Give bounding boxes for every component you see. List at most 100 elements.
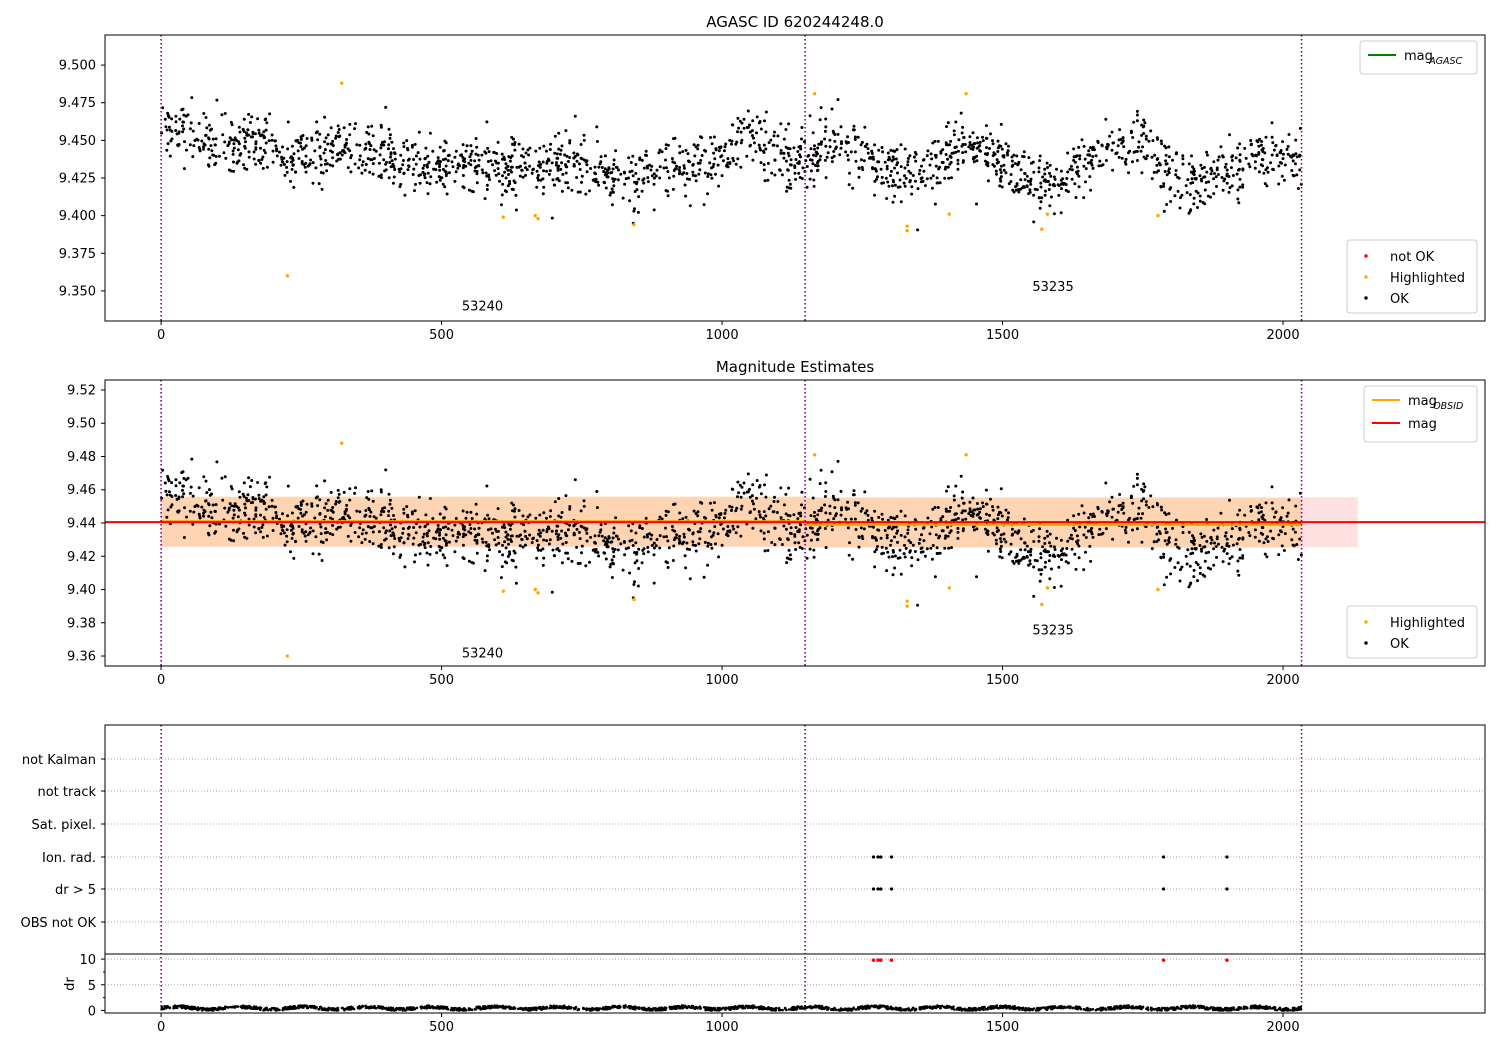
ok-point: [875, 177, 878, 181]
ok-point: [971, 131, 975, 135]
ok-point: [1188, 193, 1192, 197]
ok-point: [593, 534, 597, 538]
ok-point: [893, 194, 897, 198]
flag-point: [1161, 887, 1166, 891]
ok-point: [946, 525, 950, 529]
ok-point: [289, 156, 293, 160]
ok-point: [779, 486, 783, 490]
ok-point: [833, 506, 837, 510]
ok-point: [230, 123, 234, 127]
ok-point: [652, 208, 656, 212]
ok-point: [1194, 189, 1198, 193]
ok-point: [633, 561, 637, 565]
ok-point: [306, 533, 310, 537]
ok-point: [336, 124, 340, 128]
ok-point: [584, 528, 588, 532]
ok-point: [337, 157, 340, 161]
ok-point: [1223, 534, 1227, 538]
ok-point: [210, 492, 213, 496]
ok-point: [315, 484, 319, 488]
ok-point: [1202, 534, 1206, 538]
ok-point: [664, 147, 668, 151]
ok-point: [961, 125, 965, 129]
ok-point: [664, 143, 668, 147]
legend-box: [1346, 605, 1478, 659]
ok-point: [922, 169, 926, 173]
ok-point: [1241, 554, 1245, 558]
ok-point: [1132, 484, 1136, 488]
ok-point: [453, 523, 457, 527]
ok-point: [736, 495, 739, 499]
ok-point: [969, 514, 973, 517]
ok-point: [824, 490, 828, 493]
ok-point: [787, 178, 791, 182]
ok-point: [886, 151, 890, 155]
ok-point: [1012, 153, 1016, 157]
ok-point: [840, 140, 843, 144]
ok-point: [254, 142, 258, 146]
ok-point: [899, 509, 903, 513]
ok-point: [1179, 568, 1182, 572]
ok-point: [1260, 506, 1264, 510]
ok-point: [957, 504, 961, 508]
ok-point: [1082, 196, 1086, 200]
ok-point: [953, 512, 957, 516]
ok-point: [436, 156, 440, 160]
ok-point: [451, 165, 455, 169]
ok-point: [983, 527, 987, 531]
ok-point: [508, 550, 511, 554]
ok-point: [1116, 144, 1120, 148]
ok-point: [500, 565, 504, 569]
ok-point: [1106, 509, 1110, 513]
ok-point: [521, 147, 525, 151]
ok-point: [1200, 549, 1204, 553]
ok-point: [1247, 531, 1251, 534]
ok-point: [1082, 164, 1086, 168]
ok-point: [677, 537, 681, 541]
ok-point: [710, 546, 714, 550]
ok-point: [694, 544, 697, 547]
ok-point: [710, 142, 714, 146]
ok-point: [910, 185, 914, 189]
ok-point: [812, 184, 816, 188]
ok-point: [346, 514, 350, 518]
ok-point: [481, 540, 485, 544]
ok-point: [229, 485, 233, 488]
ok-point: [274, 511, 278, 514]
ok-point: [889, 169, 893, 173]
ok-point: [1039, 556, 1043, 560]
ok-point: [182, 113, 186, 117]
ok-point: [652, 546, 656, 550]
ok-point: [873, 143, 877, 147]
ok-point: [851, 186, 855, 190]
ok-point: [348, 487, 352, 491]
ok-point: [748, 495, 752, 499]
ok-point: [556, 524, 560, 528]
ok-point: [885, 164, 889, 168]
ok-point: [374, 516, 378, 520]
ok-point: [353, 531, 357, 534]
ok-point: [789, 186, 793, 190]
ok-point: [536, 548, 540, 552]
ok-point: [1287, 133, 1291, 136]
ok-point: [1176, 189, 1180, 193]
ok-point: [271, 149, 275, 153]
ok-point: [972, 512, 976, 516]
ok-point: [714, 514, 718, 517]
category-label: not track: [37, 785, 96, 800]
ok-point: [644, 149, 648, 153]
ok-point: [379, 176, 383, 180]
ok-point: [570, 188, 574, 192]
ok-point: [1144, 157, 1148, 161]
ok-point: [473, 535, 477, 539]
ok-point: [302, 513, 306, 517]
ok-point: [1135, 109, 1139, 113]
ok-point: [363, 537, 367, 541]
ok-point: [454, 149, 458, 153]
ok-point: [518, 174, 522, 178]
ok-point: [719, 512, 723, 516]
ok-point: [693, 154, 697, 158]
ok-point: [1006, 516, 1010, 520]
ok-point: [165, 128, 169, 132]
ok-point: [402, 507, 406, 511]
